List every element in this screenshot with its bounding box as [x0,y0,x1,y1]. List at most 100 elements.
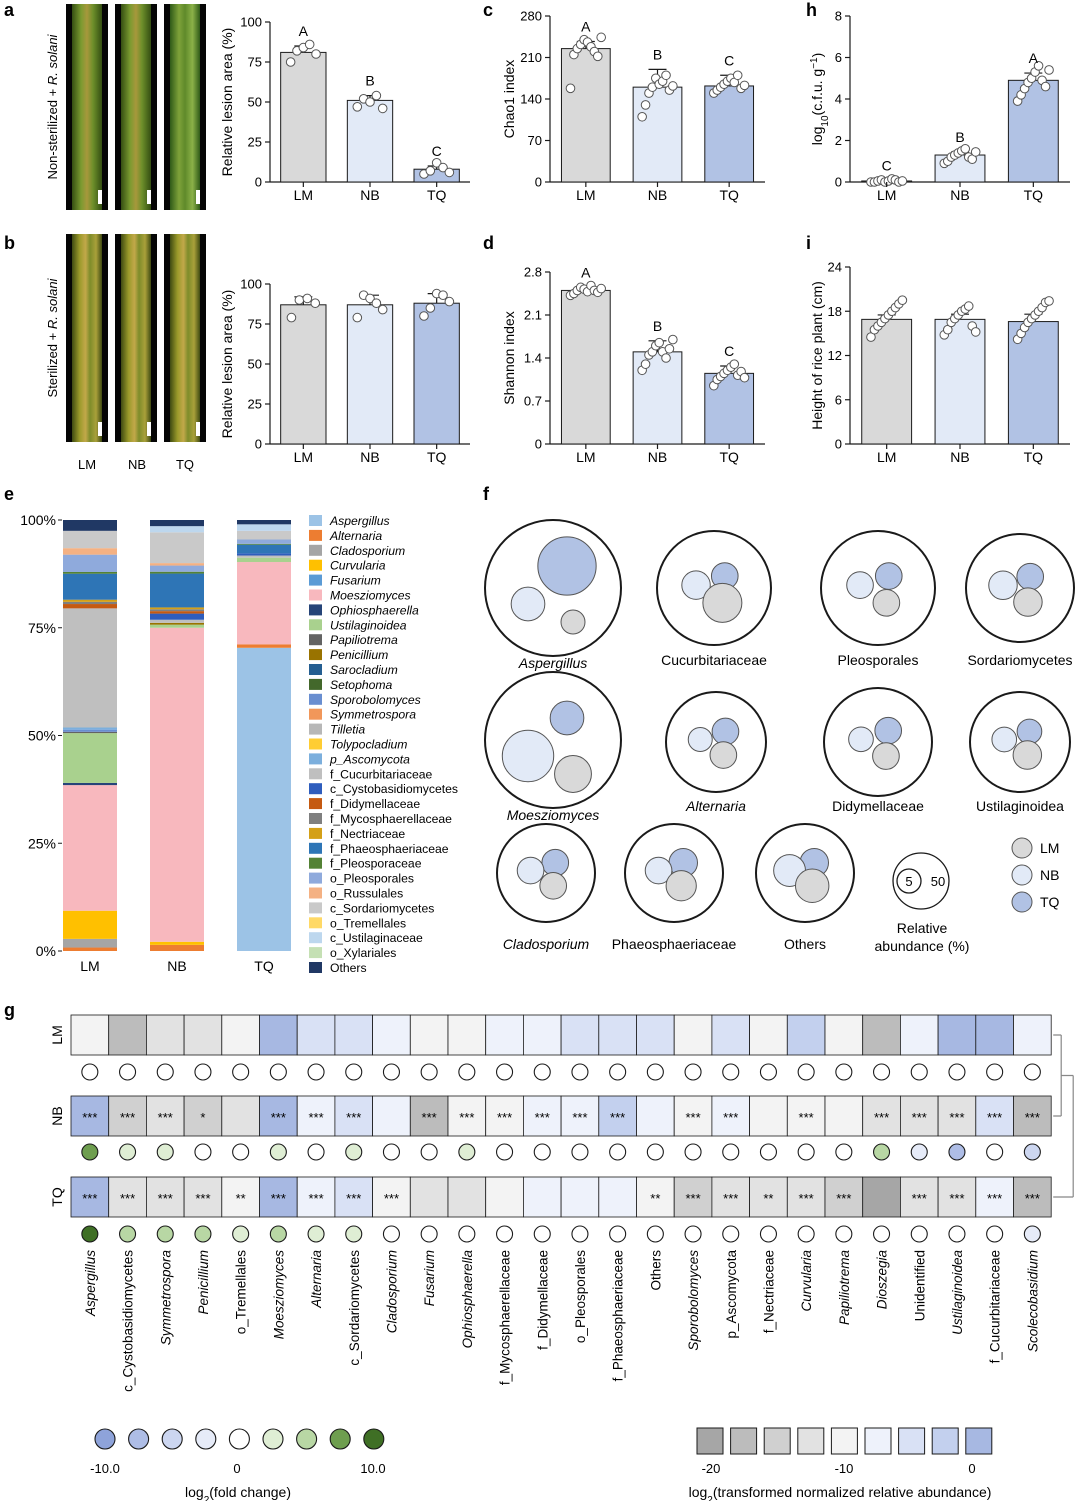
bubble-group-label: Cladosporium [503,936,590,952]
fold-change-dot [986,1225,1004,1243]
legend-swatch [309,798,322,810]
fold-change-dot [382,1143,401,1161]
x-tick-label: TQ [427,449,447,465]
data-point [304,39,315,50]
y-tick-label: 4 [835,92,842,107]
significance-mark: *** [271,1191,286,1206]
panel-labels: a b c d e f g h i [4,0,817,1020]
bubble-nb [510,586,546,622]
y-tick-label: 0.7 [524,394,542,409]
fold-change-dot [948,1225,966,1243]
legend-label: Alternaria [329,529,382,543]
bubble-lm [795,868,830,903]
legend-label: Tilletia [330,723,365,737]
y-tick-label: 0 [835,175,842,190]
stack-segment [63,573,117,600]
bubble-group [965,533,1075,643]
legend-swatch [309,515,322,526]
significance-mark: *** [120,1110,135,1125]
heat-cell [108,1014,147,1056]
fold-legend-dot [296,1428,318,1450]
data-point [592,51,603,62]
y-tick-label: 8 [835,9,842,24]
fold-change-dot [307,1143,325,1161]
caption-part: log [185,1484,204,1500]
fold-legend-dot [363,1428,385,1450]
significance-letter: B [955,129,964,145]
heat-cell [975,1176,1014,1218]
fold-change-dot [609,1225,627,1243]
heat-cell [447,1014,487,1056]
significance-mark: ** [236,1191,246,1206]
fold-change-dot [948,1143,966,1161]
scale-bar [147,190,151,204]
fold-change-dot [307,1063,325,1081]
stack-segment [150,944,204,951]
stack-segment [237,544,291,554]
legend-label: Fusarium [330,574,381,588]
y-tick-label: 280 [520,9,542,24]
heat-cell [259,1014,298,1056]
bar [704,85,755,183]
legend-swatch [309,842,322,854]
legend-label: Others [330,961,367,975]
data-point [565,83,576,94]
significance-mark: *** [459,1110,474,1125]
x-tick-label: NB [360,187,379,203]
x-tick-label: LM [80,958,99,974]
fold-change-dot [722,1143,740,1161]
significance-letter: A [581,264,591,280]
heat-cell [900,1095,939,1137]
heat-cell [824,1095,864,1137]
fold-change-dot [81,1225,99,1243]
data-point [444,296,455,307]
legend-label: o_Xylariales [330,946,396,960]
bar-chart-h: 0 2 4 6 8 log10(c.f.u. g−1) C LM B NB A TQ [809,9,1070,203]
bubble-chart: Aspergillus Cucurbitariaceae Pleosporales S… [484,519,1075,954]
fold-change-dot [307,1225,325,1243]
stack-segment [150,622,204,625]
fold-legend-dot [262,1428,284,1450]
data-point [661,70,671,81]
bubble-lm [1013,587,1043,617]
data-point [425,303,436,313]
stack-segment [63,731,117,734]
row-label: TQ [49,1187,65,1207]
bubble-tq [711,717,740,746]
data-point [897,176,908,186]
legend-label: Symmetrospora [330,708,416,722]
heat-cell [975,1014,1014,1056]
legend-label: c_Sordariomycetes [330,901,434,915]
size-legend-small [896,868,922,894]
bubble-nb [846,571,874,599]
fold-change-dot [269,1143,287,1161]
stacked-chart-e: 0% 25% 50% 75% 100% LM NB TQ AspergillusAlternar… [20,512,458,975]
abundance-legend-swatch [696,1427,724,1455]
fold-change-dot [382,1063,401,1081]
legend-label: Ustilaginoidea [330,618,407,632]
data-point [640,359,651,369]
fold-change-dot [722,1063,740,1081]
bar [934,318,986,445]
caption-part: (fold change) [209,1484,291,1500]
significance-mark: *** [158,1110,173,1125]
fold-legend-tick: 0 [233,1461,240,1476]
x-tick-label: LM [576,449,595,465]
abundance-legend-caption: log2(transformed normalized relative abu… [689,1484,992,1501]
significance-mark: *** [949,1191,964,1206]
bubble-nb [516,856,545,885]
y-tick-label: 0 [835,437,842,452]
group-legend-marker [1011,891,1033,913]
data-point [1044,65,1054,75]
fold-change-dot [759,1063,778,1081]
stack-segment [150,520,204,527]
y-tick-label: 0 [255,175,262,190]
legend-swatch [309,664,322,675]
fold-legend-dot [329,1428,351,1450]
bubble-lm [872,589,901,617]
data-point [310,298,321,309]
fold-change-dot [345,1225,363,1243]
stack-segment [150,624,204,628]
significance-letter: C [724,52,734,68]
